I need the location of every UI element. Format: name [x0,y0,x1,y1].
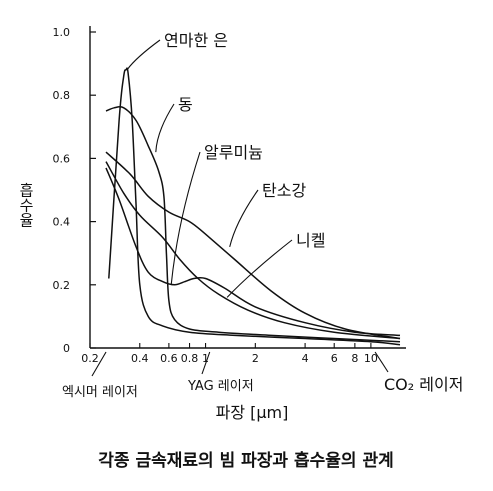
series-line-silver [108,67,401,346]
y-axis-ticks: 0 0.2 0.4 0.6 0.8 1.0 [53,26,96,355]
x-tick-label: 0.2 [81,352,99,365]
series-label-aluminum: 알루미늄 [204,143,263,162]
leader-line-carbon-steel [229,189,259,248]
series-label-silver: 연마한 은 [164,31,228,50]
x-tick-label: 6 [331,352,338,365]
x-tick-label: 1 [202,352,209,365]
series-line-nickel [105,161,401,340]
annotation-pointer-co2-laser [374,351,389,373]
y-tick-label: 0.6 [53,152,71,165]
series-line-carbon-steel [105,151,401,340]
annotation-pointer-yag-laser [201,351,211,375]
series-line-aluminum [105,167,401,337]
y-tick-label: 1.0 [53,26,71,39]
annotation-pointer-excimer-laser [91,351,107,377]
x-axis-label: 파장 [μm] [216,403,289,422]
x-tick-label: 0.8 [181,352,199,365]
x-tick-label: 8 [351,352,358,365]
y-tick-label: 0.4 [53,216,71,229]
x-tick-label: 10 [364,352,378,365]
annotation-yag-laser: YAG 레이저 [187,379,254,394]
x-tick-label: 2 [252,352,259,365]
x-tick-label: 0.4 [131,352,149,365]
y-axis-label: 흡수율 [17,183,35,228]
leader-line-nickel [226,239,293,298]
x-tick-label: 0.6 [160,352,178,365]
series-line-copper [105,105,401,343]
y-tick-label: 0 [63,342,70,355]
y-tick-label: 0.2 [53,279,71,292]
x-axis-ticks: 0.2 0.4 0.6 0.8 1 2 4 6 8 10 [81,343,378,365]
annotation-co2-laser: CO₂ 레이저 [384,375,463,394]
series-label-carbon-steel: 탄소강 [262,181,306,200]
laser-annotations: 엑시머 레이저 YAG 레이저 CO₂ 레이저 [62,351,463,400]
figure-caption: 각종 금속재료의 빔 파장과 흡수율의 관계 [98,450,393,471]
leader-line-copper [155,103,175,153]
x-tick-label: 4 [302,352,309,365]
y-tick-label: 0.8 [53,89,71,102]
leader-line-silver [126,39,161,71]
leader-line-aluminum [170,151,201,285]
series-lines [105,67,401,346]
series-label-nickel: 니켈 [296,231,325,250]
series-label-copper: 동 [178,95,193,114]
annotation-excimer-laser: 엑시머 레이저 [62,385,138,400]
chart-axes [89,26,406,349]
